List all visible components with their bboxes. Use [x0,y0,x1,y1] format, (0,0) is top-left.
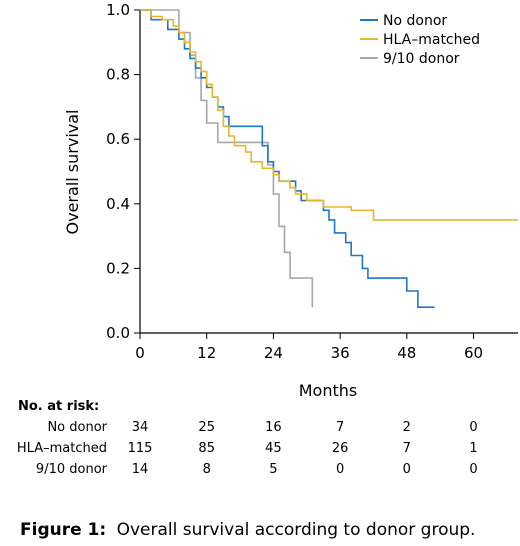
caption-label: Figure 1: [20,520,106,540]
survival-curves [140,9,518,308]
caption-text: Overall survival according to donor grou… [117,520,476,540]
risk-cell: 25 [198,420,215,435]
x-tick-label: 36 [331,344,350,362]
risk-cell: 0 [336,462,344,477]
x-tick-label: 60 [464,344,483,362]
x-tick-label: 0 [135,344,145,362]
x-tick-label: 12 [197,344,216,362]
risk-cell: 34 [132,420,149,435]
x-tick-label: 48 [397,344,416,362]
risk-row-label: 9/10 donor [36,462,108,477]
risk-cell: 8 [203,462,211,477]
x-axis-title: Months [299,381,357,400]
risk-cell: 5 [269,462,277,477]
risk-cell: 26 [332,441,349,456]
risk-cell: 7 [403,441,411,456]
figure-caption: Figure 1: Overall survival according to … [20,520,475,540]
x-tick-label: 24 [264,344,283,362]
plot-axes: 0.0 0.2 0.4 0.6 0.8 1.0 0 12 24 36 48 60 Months Overa… [63,1,518,400]
risk-cell: 7 [336,420,344,435]
risk-table: No. at risk: No donor 34 25 16 7 2 0 HLA–matched… [17,399,478,477]
risk-table-title: No. at risk: [18,399,99,414]
legend-label: No donor [383,13,447,29]
risk-cell: 1 [469,441,477,456]
risk-cell: 0 [469,462,477,477]
y-axis-title: Overall survival [63,110,82,235]
y-tick-label: 0.2 [106,259,130,277]
legend: No donor HLA–matched 9/10 donor [360,13,480,67]
risk-row-label: HLA–matched [17,441,107,456]
y-tick-label: 0.6 [106,130,130,148]
risk-cell: 115 [128,441,153,456]
risk-cell: 2 [403,420,411,435]
risk-cell: 16 [265,420,282,435]
risk-cell: 14 [132,462,149,477]
series-line-0 [140,9,435,308]
series-line-1 [140,9,518,221]
series-line-2 [140,9,314,308]
risk-cell: 0 [403,462,411,477]
risk-row-label: No donor [47,420,107,435]
y-tick-label: 0.0 [106,324,130,342]
y-tick-label: 0.4 [106,195,130,213]
legend-label: 9/10 donor [383,51,460,67]
y-tick-label: 0.8 [106,66,130,84]
risk-cell: 0 [469,420,477,435]
risk-cell: 85 [198,441,215,456]
risk-cell: 45 [265,441,282,456]
legend-label: HLA–matched [383,32,480,48]
y-tick-label: 1.0 [106,1,130,19]
